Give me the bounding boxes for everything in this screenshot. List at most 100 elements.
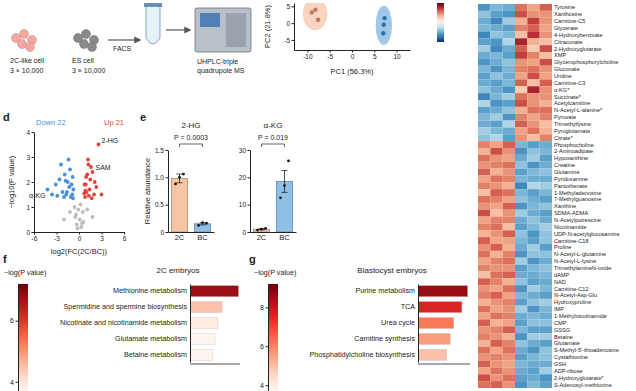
heatmap-cell [478, 107, 490, 114]
axis: -10-50510 [295, 50, 411, 60]
heatmap-cell [478, 38, 490, 45]
heatmap-cell [515, 210, 527, 217]
row-label: Pyruvate [554, 114, 576, 120]
row-label: GSH [554, 361, 566, 367]
confidence-ellipse [303, 3, 327, 30]
heatmap-cell [527, 230, 539, 237]
row-label: Pyroglutamate [554, 128, 590, 134]
heatmap-cell [490, 333, 502, 340]
heatmap-cell [478, 367, 490, 374]
heatmap-cell [540, 203, 552, 210]
heatmap-cell [490, 121, 502, 128]
row-label: Glycerophosphorylcholine [554, 59, 618, 65]
cell-count: 3 × 10,000 [72, 67, 105, 74]
tick: -5 [284, 37, 294, 44]
heatmap-cell [478, 196, 490, 203]
heatmap-cell [540, 251, 552, 258]
heatmap-cell [490, 79, 502, 86]
tick-label: -6 [32, 235, 38, 242]
heatmap-cell [478, 148, 490, 155]
tick-mark [166, 205, 169, 206]
heatmap-cell [490, 299, 502, 306]
row-label: 2-Hydroxyglutarate [554, 46, 601, 52]
heatmap-cell [540, 367, 552, 374]
heatmap-cell [503, 121, 515, 128]
heatmap-cell [515, 134, 527, 141]
heatmap-cell [540, 31, 552, 38]
row-label: Xanthosine [554, 11, 582, 17]
tick: 6 [10, 317, 18, 324]
heatmap-cell [478, 251, 490, 258]
heatmap-cell [490, 59, 502, 66]
heatmap-cell [503, 148, 515, 155]
heatmap-cell [490, 148, 502, 155]
heatmap-cell [527, 79, 539, 86]
heatmap-cell [540, 347, 552, 354]
tick: 0 [78, 232, 82, 242]
heatmap-cell [515, 52, 527, 59]
row-label: ADP-ribose [554, 368, 583, 374]
cell-label: ES cell [72, 57, 94, 64]
heatmap-cell [515, 155, 527, 162]
heatmap-cell [478, 326, 490, 333]
row-label: Acetylcarnitine [554, 100, 590, 106]
heatmap-cell [478, 361, 490, 368]
tick: 0 [160, 229, 168, 236]
heatmap-cell [515, 121, 527, 128]
heatmap-cell [478, 271, 490, 278]
bar [418, 286, 468, 297]
bar [418, 349, 447, 360]
tick-label: Purine metabolism [355, 286, 415, 295]
plot-area [303, 3, 392, 45]
point [97, 143, 101, 147]
tick-mark [292, 6, 295, 7]
heatmap-cell [478, 306, 490, 313]
heatmap-cell [490, 162, 502, 169]
tick-mark [166, 232, 169, 233]
tick: 30 [239, 147, 250, 154]
cell-icon [80, 40, 89, 49]
tick: 0 [26, 229, 34, 236]
heatmap-cell [490, 11, 502, 18]
heatmap-cell [515, 79, 527, 86]
point [74, 213, 78, 217]
heatmap-cell [527, 203, 539, 210]
tick-label: 3 [100, 235, 104, 242]
heatmap-cell [503, 79, 515, 86]
tick: 0 [242, 229, 250, 236]
tick-mark [32, 182, 35, 183]
figure: 2C-like cell3 × 10,000ES cell3 × 10,000F… [0, 0, 636, 391]
row-label: α-KG* [554, 87, 570, 93]
tick: Spermidine and spermine biosynthesis [64, 302, 190, 311]
heatmap-cell [527, 86, 539, 93]
heatmap-cell [515, 271, 527, 278]
heatmap-cell [527, 278, 539, 285]
heatmap-cell [540, 100, 552, 107]
heatmap-cell [503, 361, 515, 368]
heatmap-cell [540, 258, 552, 265]
tick: Urea cycle [381, 318, 418, 327]
row-label: Phosphocholine [554, 142, 594, 148]
heatmap-cell [503, 381, 515, 388]
tick-mark [16, 382, 19, 383]
axis-line [34, 133, 35, 233]
heatmap-cell [503, 114, 515, 121]
heatmap-cell [540, 244, 552, 251]
heatmap-cell [515, 292, 527, 299]
heatmap-cell [515, 278, 527, 285]
tick-mark [266, 346, 269, 347]
point [90, 196, 94, 200]
heatmap-cell [490, 251, 502, 258]
heatmap-cell [490, 237, 502, 244]
heatmap-cell [527, 4, 539, 11]
colorbar [268, 284, 278, 391]
plot-area [418, 286, 468, 361]
tick-label: TCA [401, 302, 416, 311]
point [79, 225, 83, 229]
instrument-screen [200, 13, 220, 27]
heatmap-cell [527, 251, 539, 258]
tick: 2 [26, 179, 34, 186]
axis: 00.51.01.5 [155, 147, 169, 236]
row-label: Xanthine [554, 203, 576, 209]
heatmap-cell [515, 374, 527, 381]
